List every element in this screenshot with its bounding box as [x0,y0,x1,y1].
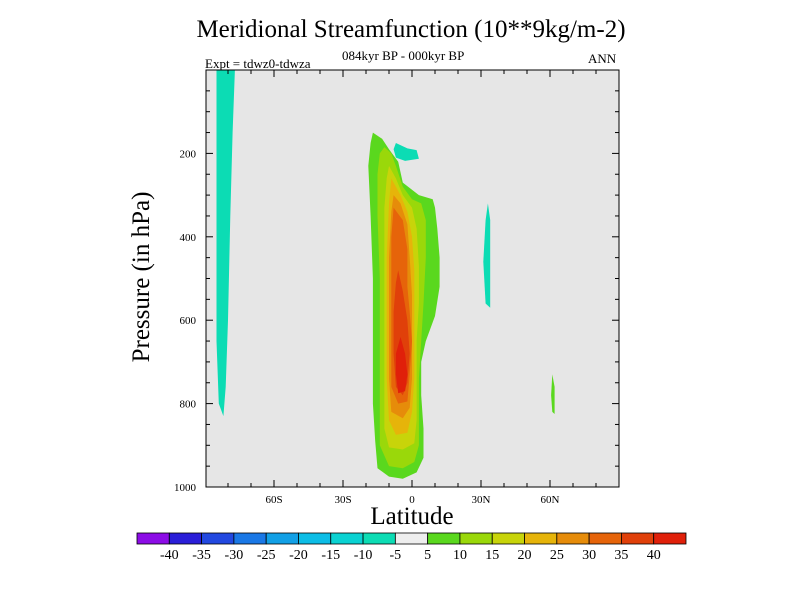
x-axis-label: Latitude [370,503,454,530]
colorbar-label: 30 [582,548,596,563]
contour-region-0 [216,70,235,417]
colorbar-swatch [556,532,590,545]
x-tick-label: 30N [472,494,491,506]
colorbar-swatch [394,532,429,545]
x-tick-label: 60N [541,494,560,506]
colorbar-swatch [588,532,622,545]
colorbar-swatch [233,532,267,545]
y-tick-label: 200 [180,148,197,160]
y-tick-label: 400 [180,232,197,244]
y-tick-label: 800 [180,399,197,411]
contour-region-1 [393,143,419,161]
tick-layer: 60S 30S 0 30N 60N 200 400 600 800 1000 [174,70,619,506]
colorbar-label: -5 [390,548,402,563]
colorbar-label: 10 [453,548,467,563]
contour-region-2 [483,203,491,308]
contour-layer [216,70,555,479]
x-tick-label: 30S [334,494,351,506]
colorbar: -40 -35 -30 -25 -20 -15 -10 -5 5 10 15 20 25 30 35 40 [136,532,687,563]
colorbar-label: 5 [424,548,431,563]
colorbar-swatch [427,532,461,545]
colorbar-swatch [362,532,396,545]
colorbar-swatch [136,532,170,545]
colorbar-swatch [168,532,202,545]
y-tick-label: 600 [180,315,197,327]
chart-subtitle: 084kyr BP - 000kyr BP [342,48,465,63]
contour-region-3 [551,374,555,414]
experiment-label: Expt = tdwz0-tdwza [205,56,311,71]
chart-title: Meridional Streamfunction (10**9kg/m-2) [196,16,626,43]
colorbar-swatch [491,532,525,545]
x-tick-label: 0 [409,494,415,506]
colorbar-label: -35 [192,548,211,563]
colorbar-label: 35 [614,548,628,563]
colorbar-swatch [265,532,299,545]
colorbar-label: -30 [225,548,244,563]
colorbar-swatch [653,532,687,545]
colorbar-swatch [330,532,364,545]
colorbar-label: 15 [485,548,499,563]
colorbar-label: 20 [518,548,532,563]
contour-region-11 [395,336,408,394]
colorbar-label: -15 [321,548,340,563]
colorbar-swatch [459,532,493,545]
colorbar-label: -10 [354,548,373,563]
colorbar-label: -40 [160,548,179,563]
colorbar-label: 40 [647,548,661,563]
colorbar-label: 25 [550,548,564,563]
colorbar-swatch [524,532,558,545]
colorbar-swatch [201,532,235,545]
colorbar-label: -25 [257,548,276,563]
x-tick-label: 60S [265,494,282,506]
colorbar-label: -20 [289,548,308,563]
colorbar-swatch [621,532,655,545]
season-label: ANN [588,51,617,66]
colorbar-swatch [298,532,332,545]
y-tick-label: 1000 [174,482,197,494]
